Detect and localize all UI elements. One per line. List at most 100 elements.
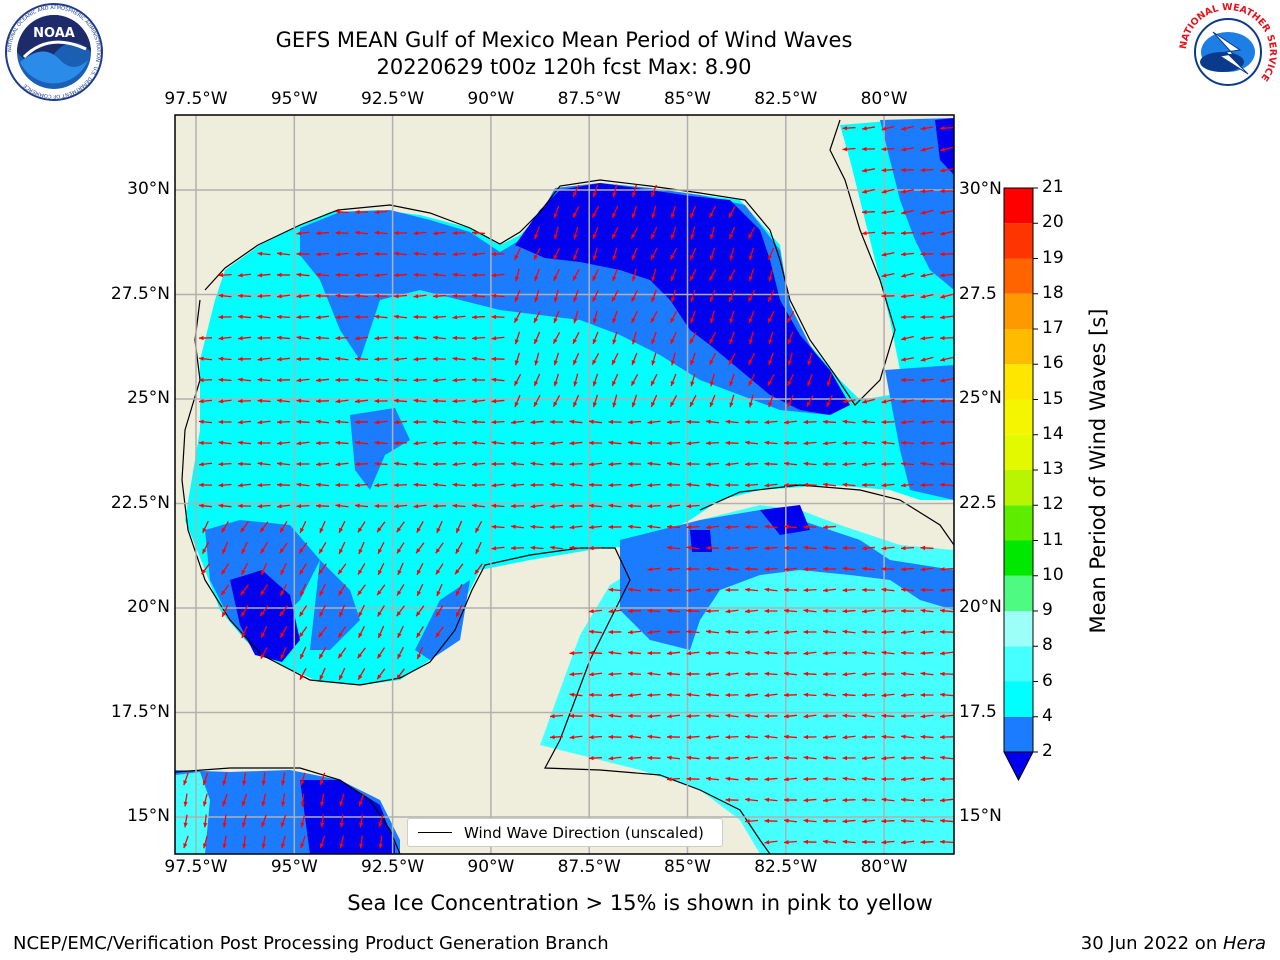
wave-arrowhead bbox=[842, 629, 848, 634]
water-region-10 bbox=[310, 560, 360, 650]
wave-arrowhead bbox=[667, 714, 672, 719]
wave-arrowhead bbox=[608, 756, 614, 761]
wave-arrowhead bbox=[589, 713, 594, 718]
wave-arrowhead bbox=[218, 377, 224, 383]
lat-label-right: 27.5 bbox=[959, 283, 997, 304]
wave-arrowhead bbox=[511, 461, 516, 466]
wave-arrowhead bbox=[335, 377, 341, 383]
wave-arrowhead bbox=[940, 714, 945, 719]
wave-arrowhead bbox=[514, 254, 519, 260]
wave-arrowhead bbox=[530, 504, 536, 509]
wave-arrowhead bbox=[667, 629, 672, 635]
wave-arrowhead bbox=[280, 843, 286, 849]
wave-arrowhead bbox=[608, 734, 614, 740]
wave-arrowhead bbox=[764, 840, 770, 845]
wave-arrowhead bbox=[881, 146, 887, 152]
wave-arrowhead bbox=[374, 336, 380, 341]
wave-arrowhead bbox=[803, 734, 809, 740]
wave-arrowhead bbox=[491, 356, 497, 362]
wave-arrowhead bbox=[452, 356, 458, 361]
wave-arrowhead bbox=[296, 294, 302, 299]
wave-arrowhead bbox=[940, 441, 945, 446]
wave-arrowhead bbox=[764, 630, 770, 635]
wave-arrowhead bbox=[592, 234, 597, 240]
wave-arrowhead bbox=[183, 822, 188, 828]
wave-arrowhead bbox=[628, 608, 633, 614]
wave-arrowhead bbox=[257, 398, 263, 404]
wave-arrowhead bbox=[748, 359, 753, 365]
wave-arrowhead bbox=[706, 440, 711, 446]
wave-arrowhead bbox=[355, 356, 360, 362]
wave-arrowhead bbox=[881, 293, 887, 299]
wave-arrowhead bbox=[491, 399, 497, 404]
colorbar-tick-label: 13 bbox=[1042, 459, 1064, 479]
wave-arrowhead bbox=[394, 398, 399, 403]
wave-arrowhead bbox=[299, 611, 304, 617]
wave-arrowhead bbox=[199, 377, 204, 383]
wave-arrowhead bbox=[920, 231, 926, 236]
wave-arrowhead bbox=[413, 398, 419, 403]
wave-arrowhead bbox=[803, 482, 809, 488]
wave-arrowhead bbox=[709, 255, 714, 261]
wave-arrowhead bbox=[394, 314, 399, 319]
wave-arrowhead bbox=[553, 213, 558, 219]
wave-arrowhead bbox=[920, 420, 926, 425]
wave-arrowhead bbox=[901, 230, 906, 236]
colorbar-segment bbox=[1004, 681, 1033, 717]
wave-arrowhead bbox=[842, 545, 848, 551]
wave-arrowhead bbox=[183, 801, 188, 807]
wave-arrowhead bbox=[413, 504, 419, 509]
wave-arrowhead bbox=[823, 588, 828, 593]
wave-arrowhead bbox=[339, 611, 344, 617]
wave-arrowhead bbox=[378, 632, 383, 638]
wave-arrowhead bbox=[920, 126, 926, 131]
wave-arrowhead bbox=[413, 482, 419, 488]
wave-arrowhead bbox=[472, 419, 477, 425]
wave-arrowhead bbox=[280, 822, 285, 828]
wave-arrowhead bbox=[257, 335, 263, 341]
wave-arrowhead bbox=[553, 297, 559, 303]
wave-arrowhead bbox=[940, 692, 945, 697]
wave-arrowhead bbox=[374, 314, 380, 319]
wave-arrowhead bbox=[862, 756, 867, 761]
wave-arrowhead bbox=[764, 608, 770, 614]
wave-arrowhead bbox=[651, 213, 656, 219]
wave-arrowhead bbox=[277, 357, 282, 362]
wave-arrowhead bbox=[417, 590, 422, 596]
lon-label-bottom: 87.5°W bbox=[557, 857, 621, 877]
wave-arrowhead bbox=[628, 461, 633, 467]
wave-arrowhead bbox=[784, 420, 789, 425]
wave-arrowhead bbox=[491, 440, 497, 445]
wave-arrowhead bbox=[651, 254, 656, 260]
wave-arrowhead bbox=[920, 294, 926, 299]
wave-arrowhead bbox=[803, 545, 809, 550]
wave-arrowhead bbox=[842, 735, 848, 740]
lon-label-top: 95°W bbox=[270, 89, 318, 109]
wave-arrowhead bbox=[553, 234, 559, 240]
wave-arrowhead bbox=[335, 482, 341, 488]
wave-arrowhead bbox=[374, 210, 380, 215]
wave-arrowhead bbox=[238, 440, 243, 445]
wave-arrowhead bbox=[709, 402, 714, 408]
wave-arrowhead bbox=[260, 527, 265, 533]
wave-arrowhead bbox=[569, 545, 575, 551]
wave-arrowhead bbox=[569, 650, 575, 656]
lon-label-top: 82.5°W bbox=[754, 89, 818, 109]
wave-arrowhead bbox=[784, 482, 789, 488]
wave-arrowhead bbox=[901, 483, 906, 488]
wave-arrowhead bbox=[355, 419, 360, 425]
colorbar-tick-label: 2 bbox=[1042, 741, 1053, 761]
wave-arrowhead bbox=[472, 399, 477, 404]
colorbar-tick-label: 8 bbox=[1042, 635, 1053, 656]
wave-arrowhead bbox=[335, 462, 341, 467]
wave-arrowhead bbox=[725, 734, 731, 740]
wave-arrowhead bbox=[592, 318, 598, 324]
wave-arrowhead bbox=[472, 230, 477, 236]
wave-arrowhead bbox=[452, 230, 458, 236]
wave-arrowhead bbox=[475, 527, 480, 533]
wave-arrowhead bbox=[881, 713, 887, 719]
wave-arrowhead bbox=[514, 276, 520, 282]
wave-arrowhead bbox=[706, 629, 711, 634]
wave-arrowhead bbox=[667, 567, 672, 572]
wave-arrowhead bbox=[277, 272, 282, 278]
